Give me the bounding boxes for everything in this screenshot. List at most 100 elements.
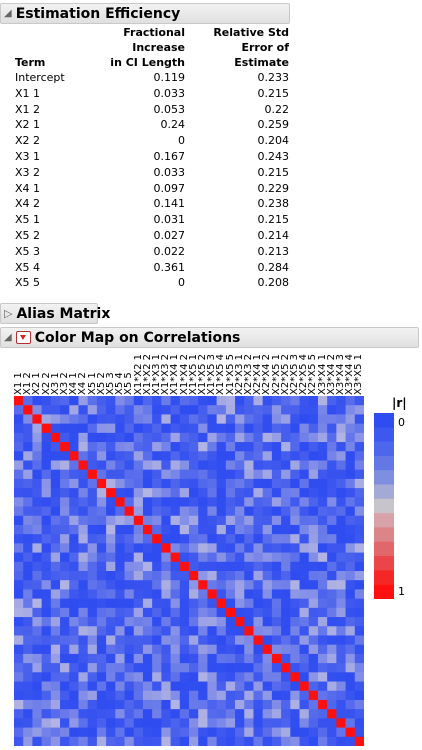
heatmap-cell	[32, 653, 43, 664]
heatmap-cell	[14, 423, 24, 434]
heatmap-cell	[41, 442, 52, 452]
heatmap-cell	[253, 681, 264, 692]
heatmap-cell	[216, 727, 227, 738]
heatmap-cell	[170, 552, 181, 563]
heatmap-cell	[327, 736, 337, 746]
heatmap-cell	[87, 497, 98, 507]
heatmap-cell	[216, 488, 227, 498]
heatmap-cell	[336, 699, 346, 710]
heatmap-cell	[290, 589, 300, 600]
heatmap-cell	[14, 663, 24, 673]
heatmap-cell	[152, 644, 162, 655]
heatmap-cell	[253, 442, 264, 452]
heatmap-cell	[142, 442, 153, 452]
heatmap-cell	[133, 396, 144, 406]
heatmap-cell	[23, 442, 33, 452]
heatmap-cell	[50, 534, 61, 544]
heatmap-cell	[299, 396, 310, 406]
estimation-efficiency-header[interactable]: ◢ Estimation Efficiency	[0, 3, 290, 24]
heatmap-cell	[262, 589, 273, 600]
heatmap-cell	[327, 460, 337, 471]
heatmap-cell	[235, 405, 245, 415]
disclosure-closed-icon[interactable]: ▷	[4, 307, 13, 320]
heatmap-cell	[106, 580, 116, 590]
heatmap-cell	[253, 617, 264, 627]
color-map-header[interactable]: ◢ Color Map on Correlations	[0, 327, 419, 348]
heatmap-cell	[78, 580, 89, 590]
heatmap-cell	[133, 663, 144, 673]
heatmap-cell	[216, 497, 227, 507]
heatmap-cell	[69, 607, 79, 618]
disclosure-open-icon[interactable]: ◢	[4, 8, 12, 19]
heatmap-cell	[170, 543, 181, 553]
heatmap-cell	[115, 718, 125, 728]
legend-swatch	[374, 513, 394, 528]
heatmap-cell	[198, 644, 208, 655]
heatmap-cell	[271, 478, 282, 489]
heatmap-cell	[170, 442, 181, 452]
heatmap-cell	[281, 681, 291, 692]
heatmap-cell	[115, 736, 125, 746]
heatmap-cell	[345, 414, 356, 425]
heatmap-cell	[225, 543, 236, 553]
heatmap-cell	[317, 663, 328, 673]
heatmap-cell	[60, 442, 70, 452]
heatmap-cell	[87, 635, 98, 646]
heatmap-cell	[271, 681, 282, 692]
heatmap-cell	[189, 699, 199, 710]
heatmap-cell	[78, 598, 89, 609]
heatmap-cell	[69, 598, 79, 609]
heatmap-cell	[345, 460, 356, 471]
heatmap-cell	[336, 672, 346, 682]
heatmap-cell	[60, 515, 70, 526]
heatmap-cell	[308, 736, 319, 746]
heatmap-cell	[41, 432, 52, 443]
heatmap-cell	[115, 635, 125, 646]
heatmap-cell	[225, 534, 236, 544]
alias-matrix-header[interactable]: ▷ Alias Matrix	[0, 303, 110, 324]
heatmap-cell	[345, 552, 356, 563]
heatmap-cell	[124, 635, 135, 646]
disclosure-open-icon[interactable]: ◢	[4, 332, 12, 343]
heatmap-cell	[290, 699, 300, 710]
heatmap-cell	[262, 460, 273, 471]
table-row: X4 1 0.097 0.229	[12, 181, 293, 197]
heatmap-cell	[345, 718, 356, 728]
heatmap-cell	[271, 414, 282, 425]
heatmap-cell	[69, 561, 79, 572]
heatmap-cell	[345, 423, 356, 434]
heatmap-cell	[290, 718, 300, 728]
table-row: X5 5 0 0.208	[12, 275, 293, 291]
red-triangle-menu-icon[interactable]	[15, 331, 31, 344]
heatmap-cell	[152, 478, 162, 489]
heatmap-cell	[327, 469, 337, 480]
heatmap-cell	[142, 598, 153, 609]
heatmap-cell	[32, 543, 43, 553]
heatmap-cell	[281, 718, 291, 728]
heatmap-cell	[244, 580, 254, 590]
heatmap-cell	[253, 561, 264, 572]
heatmap-cell	[23, 405, 33, 415]
heatmap-cell	[317, 681, 328, 692]
heatmap-cell	[244, 598, 254, 609]
heatmap-cell	[327, 635, 337, 646]
heatmap-cell	[23, 432, 33, 443]
heatmap-cell	[336, 626, 346, 636]
heatmap-cell	[271, 524, 282, 535]
heatmap-cell	[87, 718, 98, 728]
heatmap-cell	[50, 432, 61, 443]
heatmap-cell	[271, 607, 282, 618]
heatmap-cell	[69, 497, 79, 507]
heatmap-cell	[78, 543, 89, 553]
heatmap-cell	[179, 488, 190, 498]
heatmap-cell	[327, 672, 337, 682]
heatmap-cell	[78, 635, 89, 646]
heatmap-cell	[317, 672, 328, 682]
table-row: Intercept 0.119 0.233	[12, 70, 293, 86]
heatmap-cell	[235, 478, 245, 489]
heatmap-cell	[290, 736, 300, 746]
heatmap-cell	[41, 598, 52, 609]
heatmap-cell	[142, 690, 153, 701]
heatmap-cell	[235, 423, 245, 434]
heatmap-cell	[161, 626, 171, 636]
